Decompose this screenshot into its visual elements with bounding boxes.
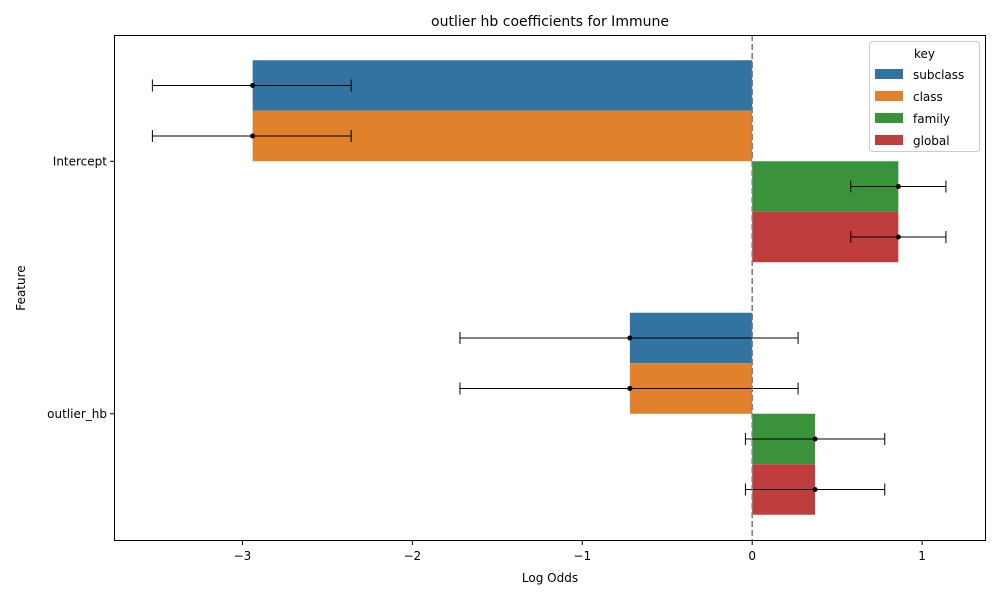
error-bar-family-Intercept bbox=[850, 180, 947, 193]
error-bars-layer bbox=[151, 79, 947, 496]
legend-swatch bbox=[875, 91, 903, 101]
legend-swatch bbox=[875, 135, 903, 145]
legend-title: key bbox=[914, 47, 935, 61]
legend-label: class bbox=[913, 90, 943, 104]
error-bar-global-Intercept bbox=[850, 231, 947, 243]
y-axis-label: Feature bbox=[14, 265, 28, 310]
legend-item-class: class bbox=[875, 90, 943, 104]
error-bar-global-outlier_hb bbox=[744, 483, 886, 496]
x-axis-label: Log Odds bbox=[522, 571, 578, 585]
legend-items: subclass class family global bbox=[875, 68, 964, 148]
legend-item-global: global bbox=[875, 134, 950, 148]
y-tick-label: Intercept bbox=[53, 154, 108, 168]
legend-swatch bbox=[875, 113, 903, 123]
point-estimate bbox=[250, 83, 256, 88]
error-bar-subclass-Intercept bbox=[151, 79, 352, 92]
point-estimate bbox=[250, 133, 256, 139]
error-bar-class-outlier_hb bbox=[459, 382, 799, 395]
y-axis: Intercept outlier_hb bbox=[47, 154, 115, 421]
legend-label: family bbox=[913, 112, 950, 126]
legend-swatch bbox=[875, 69, 903, 79]
legend-label: global bbox=[913, 134, 950, 148]
point-estimate bbox=[895, 184, 901, 189]
point-estimate bbox=[627, 386, 633, 391]
y-tick-label: outlier_hb bbox=[47, 407, 107, 421]
error-bar-class-Intercept bbox=[151, 130, 352, 142]
error-bar-family-outlier_hb bbox=[744, 433, 886, 445]
x-axis: −3 −2 −1 0 1 bbox=[234, 540, 926, 563]
legend-item-family: family bbox=[875, 112, 950, 126]
legend-label: subclass bbox=[913, 68, 964, 82]
legend: key subclass class family global bbox=[869, 41, 980, 152]
legend-item-subclass: subclass bbox=[875, 68, 964, 82]
error-bar-subclass-outlier_hb bbox=[459, 332, 799, 344]
x-tick-label: 0 bbox=[748, 549, 756, 563]
plot-frame bbox=[114, 35, 986, 541]
chart-title: outlier hb coefficients for Immune bbox=[431, 14, 669, 30]
x-tick-label: −2 bbox=[404, 549, 422, 563]
bars-layer bbox=[252, 60, 899, 515]
x-tick-label: −3 bbox=[234, 549, 252, 563]
point-estimate bbox=[812, 436, 818, 442]
x-tick-label: −1 bbox=[573, 549, 591, 563]
point-estimate bbox=[627, 335, 633, 341]
point-estimate bbox=[895, 234, 901, 240]
point-estimate bbox=[812, 487, 818, 492]
x-tick-label: 1 bbox=[918, 549, 926, 563]
